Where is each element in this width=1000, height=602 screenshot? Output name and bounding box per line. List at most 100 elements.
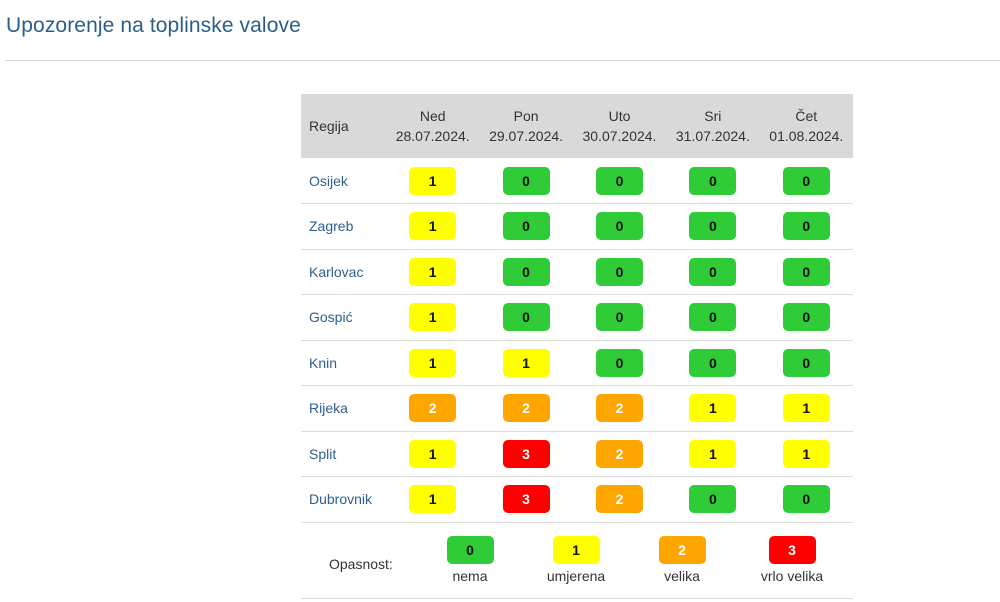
region-link[interactable]: Knin <box>309 354 338 371</box>
level-badge: 1 <box>409 212 457 241</box>
day-header: Uto 30.07.2024. <box>573 94 666 158</box>
region-link[interactable]: Dubrovnik <box>309 491 373 508</box>
level-cell: 0 <box>666 340 759 386</box>
level-badge: 2 <box>502 394 550 423</box>
level-cell: 0 <box>479 295 572 341</box>
level-badge: 0 <box>595 212 643 241</box>
level-cell: 2 <box>573 477 666 523</box>
table-row: Split 1 3 2 1 1 <box>301 431 853 477</box>
level-cell: 2 <box>386 386 479 432</box>
level-cell: 0 <box>760 295 853 341</box>
heatwave-table: Regija Ned 28.07.2024. Pon 29.07.2024. U… <box>301 94 853 523</box>
level-cell: 1 <box>386 477 479 523</box>
level-badge: 3 <box>502 485 550 514</box>
level-badge: 0 <box>782 212 830 241</box>
level-cell: 1 <box>386 249 479 295</box>
day-name: Čet <box>795 108 818 124</box>
region-link[interactable]: Zagreb <box>309 218 354 235</box>
level-cell: 0 <box>573 204 666 250</box>
level-cell: 0 <box>573 295 666 341</box>
legend-item-2: 2 velika <box>627 536 737 584</box>
day-date: 31.07.2024. <box>675 128 750 144</box>
level-cell: 1 <box>386 204 479 250</box>
day-name: Sri <box>704 108 722 124</box>
level-cell: 0 <box>760 204 853 250</box>
level-cell: 0 <box>573 249 666 295</box>
level-cell: 0 <box>479 249 572 295</box>
level-badge: 0 <box>689 212 737 241</box>
region-column-header: Regija <box>309 118 349 134</box>
level-cell: 2 <box>573 431 666 477</box>
table-row: Zagreb 1 0 0 0 0 <box>301 204 853 250</box>
level-cell: 1 <box>386 158 479 204</box>
legend-item-1: 1 umjerena <box>521 536 631 584</box>
level-cell: 0 <box>479 158 572 204</box>
day-date: 01.08.2024. <box>769 128 844 144</box>
region-link[interactable]: Split <box>309 445 337 462</box>
level-badge: 0 <box>595 257 643 286</box>
level-cell: 0 <box>760 249 853 295</box>
level-badge: 1 <box>689 439 737 468</box>
level-cell: 1 <box>479 340 572 386</box>
legend-text: velika <box>664 568 700 584</box>
level-badge: 0 <box>502 212 550 241</box>
level-cell: 0 <box>573 158 666 204</box>
region-link[interactable]: Rijeka <box>309 400 348 417</box>
level-badge: 0 <box>782 257 830 286</box>
legend-text: vrlo velika <box>760 568 824 584</box>
level-badge: 1 <box>552 536 600 564</box>
level-cell: 3 <box>479 477 572 523</box>
level-badge: 2 <box>409 394 457 423</box>
day-header: Pon 29.07.2024. <box>479 94 572 158</box>
level-cell: 3 <box>479 431 572 477</box>
level-cell: 0 <box>666 158 759 204</box>
day-date: 29.07.2024. <box>489 128 564 144</box>
level-badge: 0 <box>502 166 550 195</box>
level-badge: 0 <box>689 257 737 286</box>
level-badge: 1 <box>409 257 457 286</box>
region-link[interactable]: Osijek <box>309 172 348 189</box>
level-cell: 1 <box>386 340 479 386</box>
level-badge: 1 <box>502 348 550 377</box>
level-badge: 0 <box>782 303 830 332</box>
level-badge: 0 <box>782 485 830 514</box>
day-name: Ned <box>419 108 446 124</box>
day-name: Pon <box>513 108 539 124</box>
page-title: Upozorenje na toplinske valove <box>6 14 301 37</box>
level-cell: 0 <box>666 249 759 295</box>
legend-text: nema <box>452 568 488 584</box>
level-cell: 1 <box>666 386 759 432</box>
region-link[interactable]: Karlovac <box>309 263 364 280</box>
level-cell: 0 <box>479 204 572 250</box>
level-badge: 3 <box>768 536 816 564</box>
level-badge: 0 <box>595 348 643 377</box>
level-cell: 2 <box>573 386 666 432</box>
level-badge: 1 <box>782 394 830 423</box>
level-badge: 1 <box>409 485 457 514</box>
title-divider <box>6 60 1000 61</box>
level-cell: 0 <box>666 477 759 523</box>
level-cell: 1 <box>386 431 479 477</box>
level-badge: 2 <box>595 485 643 514</box>
level-cell: 1 <box>386 295 479 341</box>
level-badge: 0 <box>595 303 643 332</box>
table-header-row: Regija Ned 28.07.2024. Pon 29.07.2024. U… <box>301 94 853 158</box>
region-link[interactable]: Gospić <box>309 309 353 326</box>
level-cell: 0 <box>760 340 853 386</box>
table-row: Gospić 1 0 0 0 0 <box>301 295 853 341</box>
legend-label: Opasnost: <box>329 556 393 572</box>
level-badge: 1 <box>409 166 457 195</box>
level-cell: 0 <box>760 158 853 204</box>
level-badge: 0 <box>689 166 737 195</box>
day-name: Uto <box>608 108 631 124</box>
level-badge: 2 <box>595 439 643 468</box>
level-badge: 0 <box>595 166 643 195</box>
level-badge: 0 <box>446 536 494 564</box>
level-badge: 1 <box>782 439 830 468</box>
legend-text: umjerena <box>546 568 606 584</box>
level-cell: 0 <box>573 340 666 386</box>
table-row: Rijeka 2 2 2 1 1 <box>301 386 853 432</box>
day-header: Čet 01.08.2024. <box>760 94 853 158</box>
level-badge: 1 <box>409 439 457 468</box>
level-badge: 1 <box>409 303 457 332</box>
